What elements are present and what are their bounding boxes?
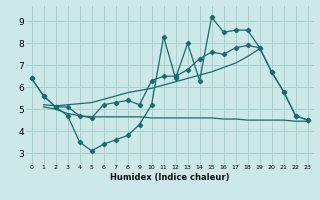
X-axis label: Humidex (Indice chaleur): Humidex (Indice chaleur) [110, 173, 229, 182]
